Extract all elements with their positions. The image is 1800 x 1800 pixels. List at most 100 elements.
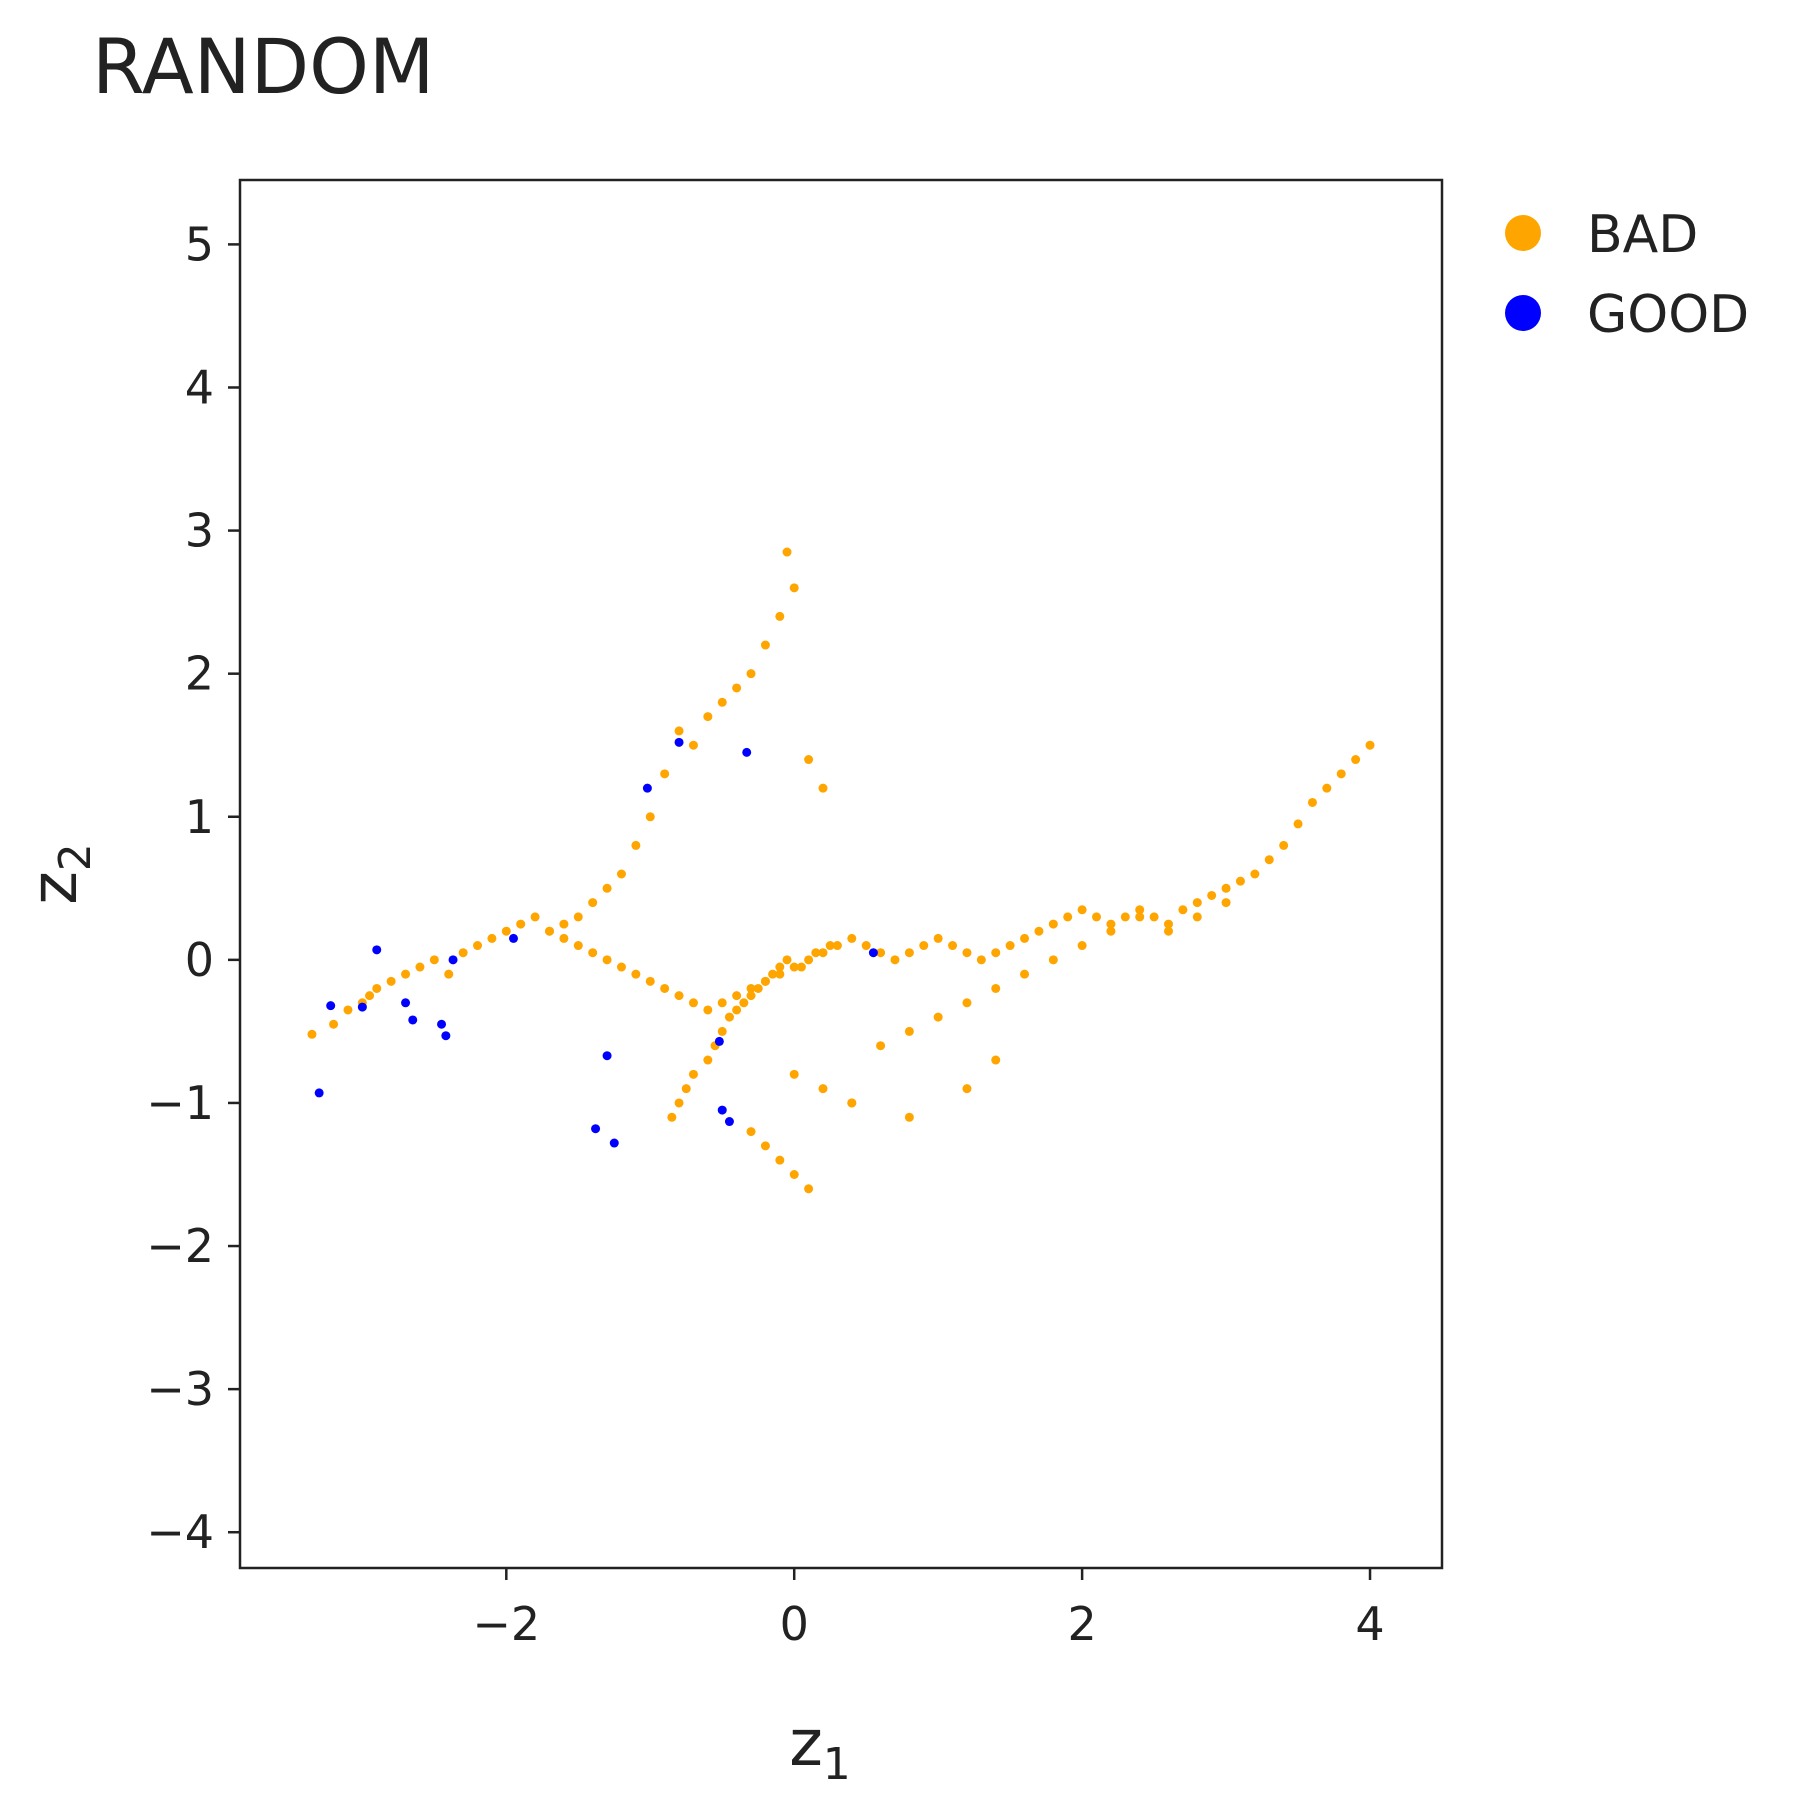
point-bad bbox=[775, 962, 785, 972]
point-bad bbox=[1106, 919, 1116, 929]
point-bad bbox=[1092, 912, 1102, 922]
x-tick-label: 4 bbox=[1355, 1597, 1384, 1651]
point-bad bbox=[768, 969, 778, 979]
point-good bbox=[441, 1031, 451, 1041]
point-bad bbox=[588, 898, 598, 908]
axes-layer: −2 0 2 4 −4 −3 −2 −1 0 1 2 3 4 5 bbox=[146, 217, 1384, 1651]
point-bad bbox=[674, 726, 684, 736]
point-bad bbox=[415, 962, 425, 972]
y-tick-label: 3 bbox=[185, 504, 214, 558]
point-bad bbox=[962, 998, 972, 1008]
point-bad bbox=[717, 1026, 727, 1036]
y-tick-label: 4 bbox=[185, 360, 214, 414]
point-bad bbox=[760, 976, 770, 986]
point-good bbox=[642, 783, 652, 793]
point-bad bbox=[444, 969, 454, 979]
point-bad bbox=[458, 948, 468, 958]
point-good bbox=[714, 1036, 724, 1046]
point-good bbox=[372, 945, 382, 955]
x-axis-title-main: z bbox=[789, 1707, 823, 1781]
point-bad bbox=[487, 933, 497, 943]
point-bad bbox=[775, 969, 785, 979]
point-bad bbox=[753, 983, 763, 993]
point-bad bbox=[962, 1084, 972, 1094]
point-bad bbox=[1005, 941, 1015, 951]
point-bad bbox=[602, 883, 612, 893]
point-bad bbox=[602, 955, 612, 965]
point-bad bbox=[1034, 926, 1044, 936]
point-bad bbox=[739, 998, 749, 1008]
legend-dot-good bbox=[1505, 295, 1541, 331]
point-bad bbox=[746, 991, 756, 1001]
point-bad bbox=[1207, 890, 1217, 900]
point-bad bbox=[530, 912, 540, 922]
point-bad bbox=[1192, 912, 1202, 922]
point-bad bbox=[343, 1005, 353, 1015]
point-bad bbox=[588, 948, 598, 958]
point-bad bbox=[775, 611, 785, 621]
point-bad bbox=[660, 983, 670, 993]
point-bad bbox=[703, 1055, 713, 1065]
point-bad bbox=[976, 955, 986, 965]
point-bad bbox=[1221, 898, 1231, 908]
point-bad bbox=[1135, 912, 1145, 922]
point-bad bbox=[746, 669, 756, 679]
point-bad bbox=[933, 1012, 943, 1022]
x-axis-title: z1 bbox=[789, 1707, 851, 1790]
point-bad bbox=[804, 955, 814, 965]
y-tick-label: −2 bbox=[146, 1219, 214, 1273]
point-bad bbox=[703, 712, 713, 722]
point-good bbox=[408, 1015, 418, 1025]
point-bad bbox=[1365, 740, 1375, 750]
point-good bbox=[357, 1002, 367, 1012]
point-bad bbox=[825, 941, 835, 951]
point-bad bbox=[933, 933, 943, 943]
point-bad bbox=[811, 948, 821, 958]
point-bad bbox=[991, 1055, 1001, 1065]
point-bad bbox=[775, 1155, 785, 1165]
point-bad bbox=[1163, 926, 1173, 936]
point-bad bbox=[1106, 926, 1116, 936]
point-bad bbox=[991, 983, 1001, 993]
point-bad bbox=[818, 948, 828, 958]
point-good bbox=[326, 1001, 336, 1011]
point-good bbox=[742, 747, 752, 757]
point-bad bbox=[717, 998, 727, 1008]
point-bad bbox=[847, 1098, 857, 1108]
point-bad bbox=[782, 955, 792, 965]
legend-label-good: GOOD bbox=[1587, 285, 1750, 345]
point-bad bbox=[307, 1029, 317, 1039]
point-bad bbox=[732, 991, 742, 1001]
point-bad bbox=[1063, 912, 1073, 922]
point-bad bbox=[832, 941, 842, 951]
x-tick-label: −2 bbox=[472, 1597, 540, 1651]
chart-title: RANDOM bbox=[92, 22, 435, 111]
point-bad bbox=[429, 955, 439, 965]
point-bad bbox=[1351, 755, 1361, 765]
y-axis-title: z2 bbox=[18, 843, 101, 905]
point-bad bbox=[1250, 869, 1260, 879]
legend-dot-bad bbox=[1505, 215, 1541, 251]
point-bad bbox=[1221, 883, 1231, 893]
point-bad bbox=[703, 1005, 713, 1015]
point-bad bbox=[681, 1084, 691, 1094]
point-bad bbox=[1020, 969, 1030, 979]
point-bad bbox=[724, 1012, 734, 1022]
point-bad bbox=[616, 869, 626, 879]
point-bad bbox=[573, 941, 583, 951]
y-tick-label: 0 bbox=[185, 933, 214, 987]
plot-frame bbox=[238, 178, 1444, 1570]
point-bad bbox=[1264, 855, 1274, 865]
point-bad bbox=[804, 755, 814, 765]
point-bad bbox=[962, 948, 972, 958]
point-bad bbox=[1293, 819, 1303, 829]
legend-label-bad: BAD bbox=[1587, 205, 1699, 265]
point-bad bbox=[760, 640, 770, 650]
point-bad bbox=[746, 983, 756, 993]
point-bad bbox=[401, 969, 411, 979]
point-bad bbox=[904, 948, 914, 958]
point-good bbox=[868, 948, 878, 958]
point-bad bbox=[919, 941, 929, 951]
point-good bbox=[509, 933, 519, 943]
